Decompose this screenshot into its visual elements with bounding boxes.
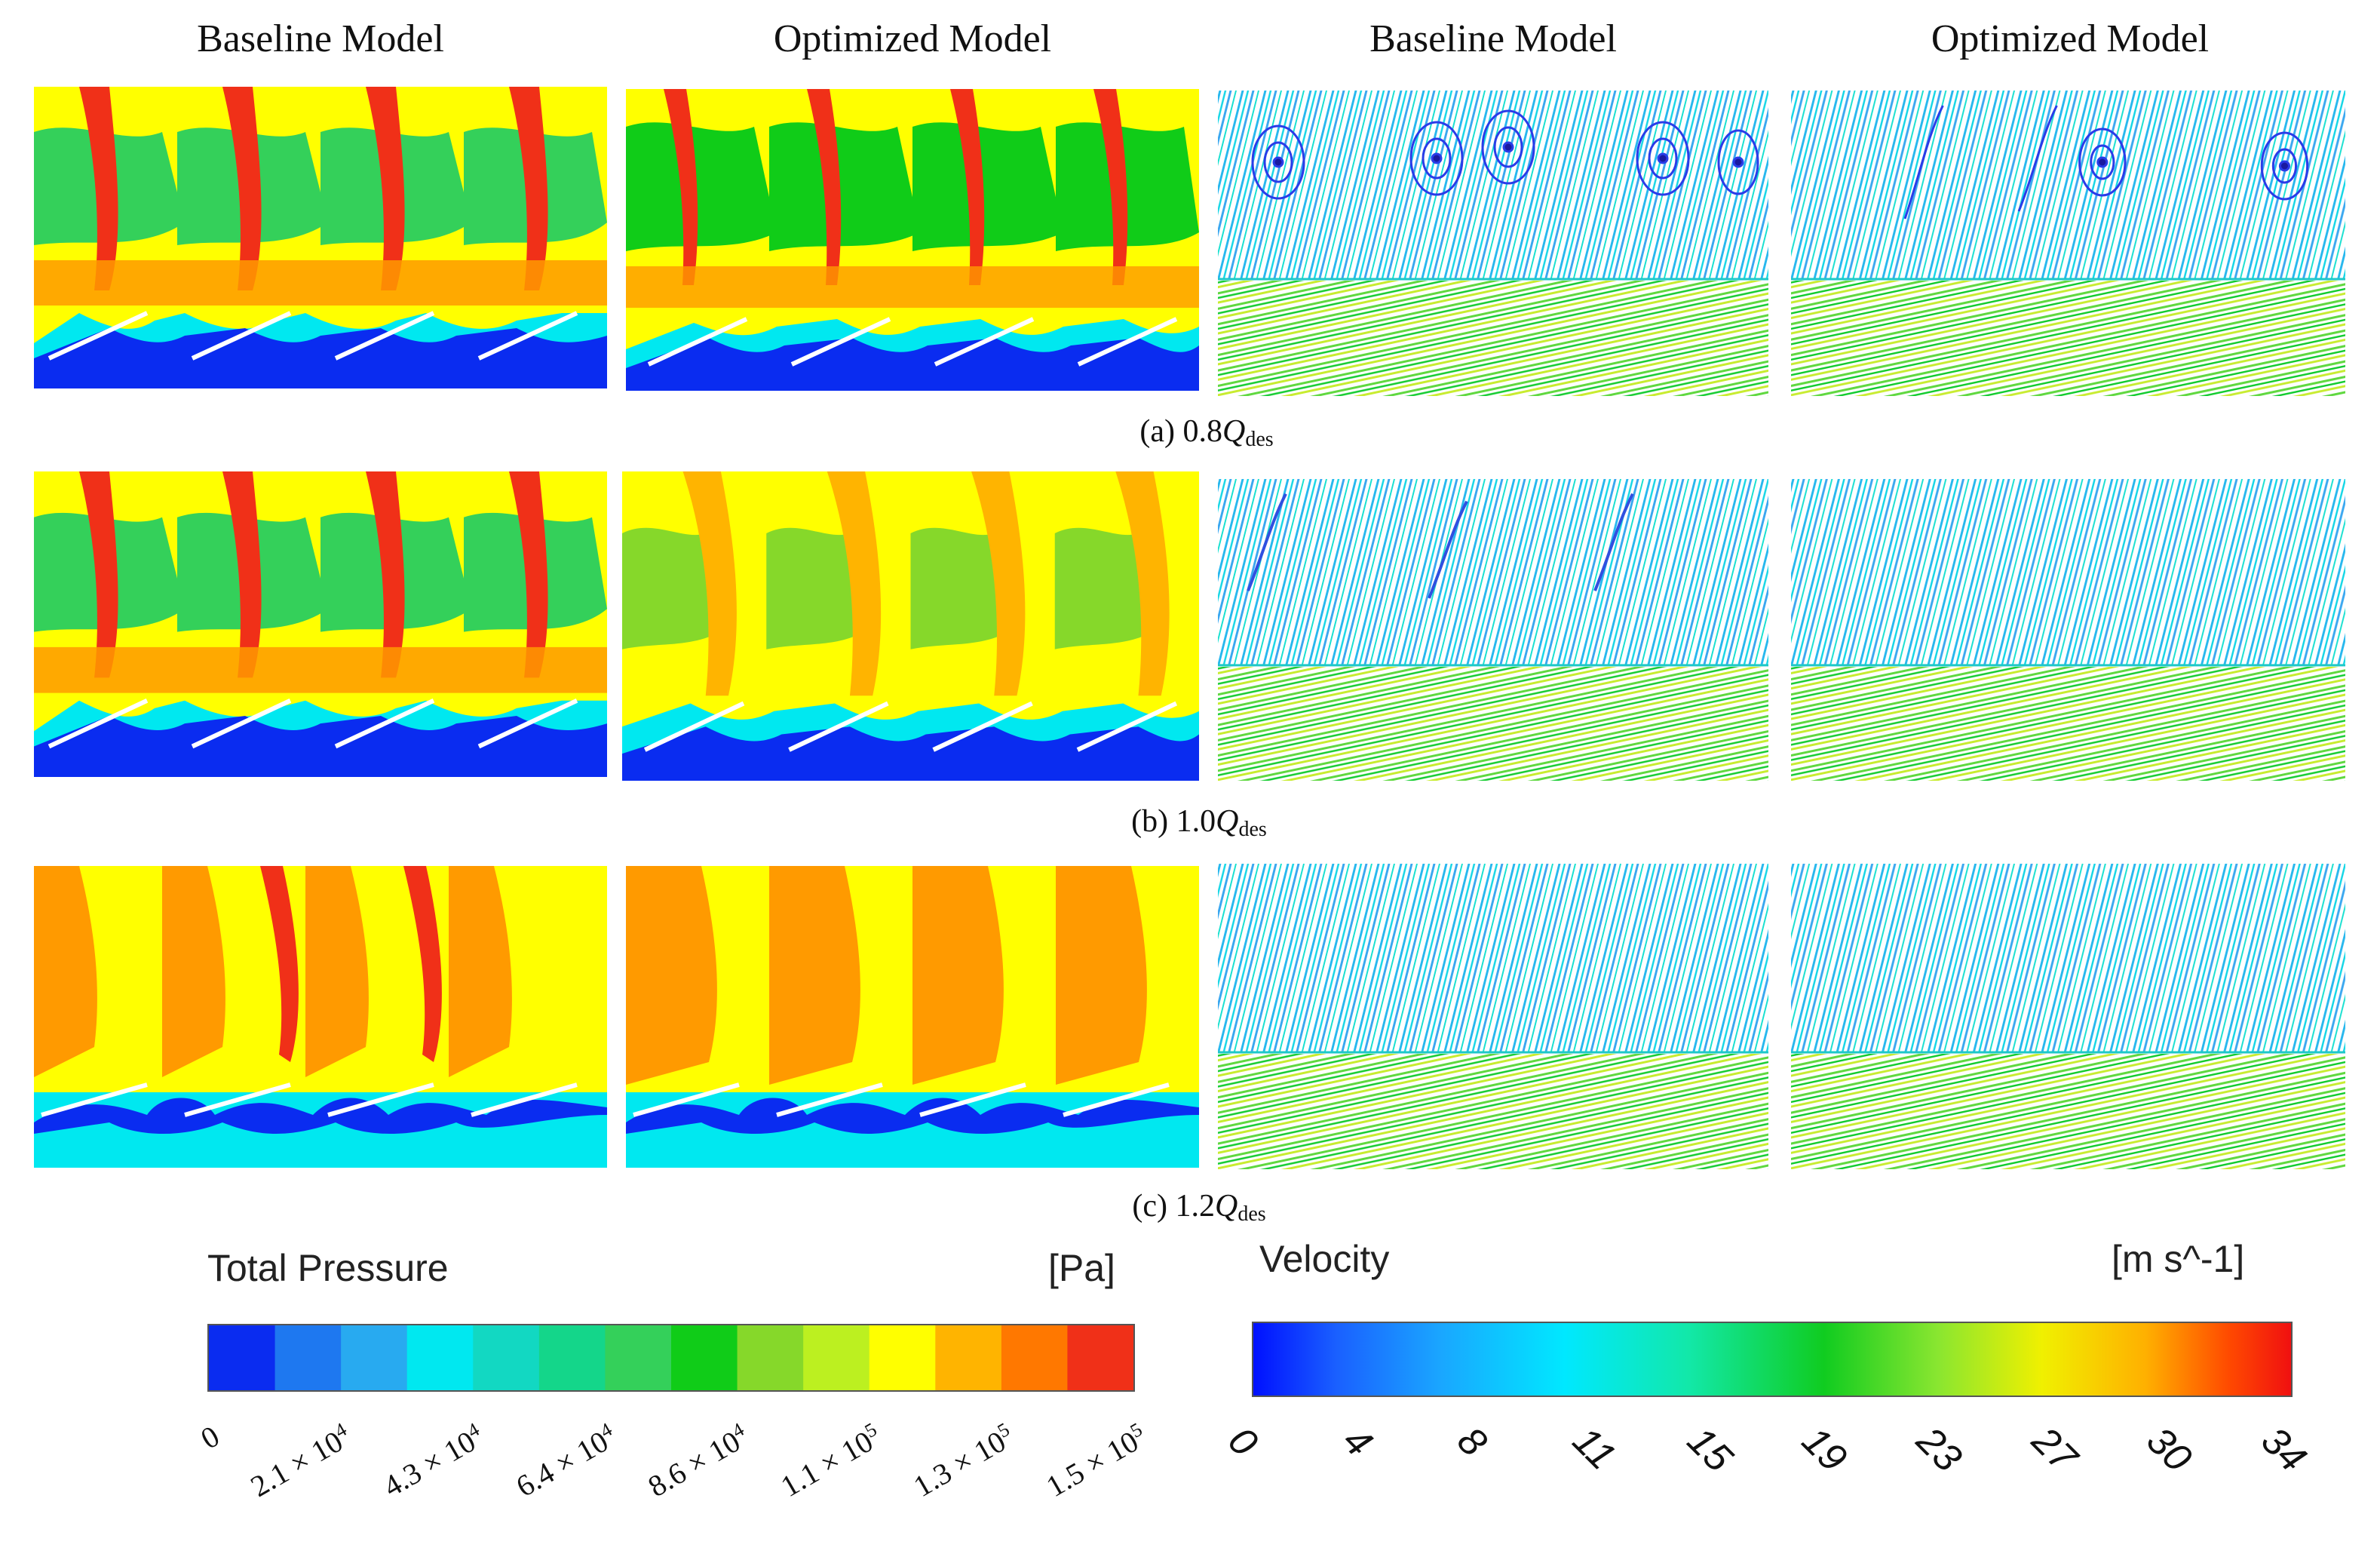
velocity-legend-units: [m s^-1] <box>2112 1238 2245 1280</box>
pressure-legend-title: Total Pressure <box>207 1247 449 1289</box>
pressure-colorbar-segment <box>341 1325 408 1390</box>
velocity-tick-label: 30 <box>2138 1418 2200 1481</box>
velocity-tick-label: 27 <box>2023 1418 2085 1481</box>
column-title-optimized-velocity: Optimized Model <box>1931 17 2210 60</box>
velocity-streamlines-optimized-c <box>1791 864 2345 1169</box>
pressure-colorbar-segment <box>406 1325 474 1390</box>
caption-c: (c) 1.2Qdes <box>1132 1189 1266 1226</box>
pressure-colorbar-segment <box>803 1325 870 1390</box>
velocity-streamlines-baseline-a <box>1218 91 1768 396</box>
velocity-tick-label: 8 <box>1449 1418 1496 1466</box>
pressure-contour-baseline-a <box>34 87 607 388</box>
pressure-colorbar-segment <box>538 1325 606 1390</box>
pressure-tick-label: 2.1 × 104 <box>244 1418 351 1504</box>
pressure-tick-label: 6.4 × 104 <box>510 1418 616 1504</box>
pressure-tick-label: 4.3 × 104 <box>377 1418 483 1504</box>
pressure-colorbar-segment <box>1001 1325 1068 1390</box>
caption-a: (a) 0.8Qdes <box>1139 414 1274 451</box>
pressure-colorbar-segment <box>869 1325 936 1390</box>
column-title-baseline-pressure: Baseline Model <box>197 17 444 60</box>
pressure-colorbar-segment <box>737 1325 804 1390</box>
pressure-contour-baseline-b <box>34 471 607 777</box>
pressure-legend-units: [Pa] <box>1048 1247 1115 1289</box>
pressure-colorbar <box>207 1324 1135 1392</box>
velocity-tick-label: 0 <box>1219 1418 1266 1466</box>
velocity-streamlines-baseline-b <box>1218 479 1768 781</box>
pressure-colorbar-segment <box>935 1325 1002 1390</box>
pressure-tick-label: 1.5 × 105 <box>1040 1418 1146 1504</box>
pressure-contour-optimized-c <box>626 866 1199 1168</box>
caption-b: (b) 1.0Qdes <box>1131 804 1267 841</box>
velocity-streamlines-baseline-c <box>1218 864 1768 1169</box>
velocity-tick-label: 4 <box>1334 1418 1381 1466</box>
pressure-colorbar-segment <box>473 1325 540 1390</box>
pressure-colorbar-segment <box>274 1325 342 1390</box>
pressure-tick-label: 8.6 × 104 <box>643 1418 748 1504</box>
pressure-colorbar-segment <box>605 1325 672 1390</box>
pressure-tick-label: 0 <box>195 1418 225 1456</box>
pressure-tick-label: 1.3 × 105 <box>907 1418 1014 1504</box>
velocity-tick-label: 15 <box>1679 1418 1741 1481</box>
column-title-optimized-pressure: Optimized Model <box>773 17 1052 60</box>
velocity-streamlines-optimized-a <box>1791 91 2345 396</box>
column-title-baseline-velocity: Baseline Model <box>1369 17 1617 60</box>
velocity-legend-title: Velocity <box>1259 1238 1390 1280</box>
pressure-contour-baseline-c <box>34 866 607 1168</box>
pressure-tick-label: 1.1 × 105 <box>774 1418 881 1504</box>
velocity-colorbar <box>1252 1322 2293 1397</box>
velocity-tick-label: 23 <box>1908 1418 1971 1481</box>
velocity-tick-label: 34 <box>2253 1418 2315 1481</box>
pressure-contour-optimized-b <box>622 471 1199 781</box>
velocity-tick-label: 19 <box>1793 1418 1856 1481</box>
pressure-contour-optimized-a <box>626 89 1199 391</box>
pressure-colorbar-segment <box>1067 1325 1133 1390</box>
pressure-colorbar-segment <box>671 1325 738 1390</box>
pressure-colorbar-segment <box>209 1325 276 1390</box>
velocity-streamlines-optimized-b <box>1791 479 2345 781</box>
velocity-tick-label: 11 <box>1563 1418 1624 1478</box>
